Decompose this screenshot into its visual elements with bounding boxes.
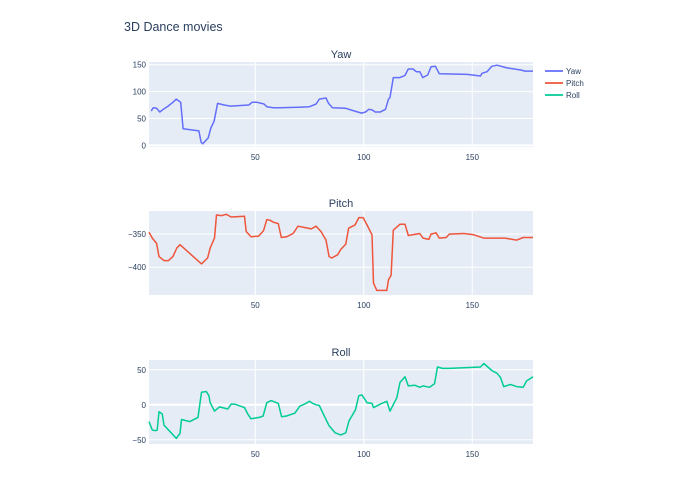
yaw-y-tick-label: 150 — [133, 61, 147, 70]
yaw-y-tick-label: 0 — [142, 141, 147, 150]
yaw-y-tick-label: 100 — [133, 88, 147, 97]
yaw-plot-area — [149, 62, 533, 147]
roll-subplot-title: Roll — [332, 347, 351, 359]
pitch-y-tick-label: −400 — [128, 263, 147, 272]
yaw-subplot-title: Yaw — [331, 49, 352, 61]
roll-y-tick-label: −50 — [132, 436, 146, 445]
roll-y-tick-label: 50 — [137, 366, 146, 375]
roll-x-tick-label: 50 — [251, 450, 260, 459]
pitch-y-tick-label: −350 — [128, 230, 147, 239]
pitch-x-tick-label: 150 — [466, 301, 480, 310]
roll-x-tick-label: 150 — [466, 450, 480, 459]
chart-title: 3D Dance movies — [124, 20, 223, 34]
yaw-x-tick-label: 150 — [466, 153, 480, 162]
pitch-x-tick-label: 100 — [357, 301, 371, 310]
roll-y-tick-label: 0 — [142, 401, 147, 410]
pitch-subplot-title: Pitch — [329, 198, 353, 210]
yaw-y-tick-label: 50 — [137, 114, 146, 123]
legend-yaw-label: Yaw — [566, 67, 581, 76]
yaw-series-line — [150, 64, 533, 145]
legend-pitch-label: Pitch — [566, 79, 584, 88]
pitch-series-line — [148, 213, 533, 292]
roll-x-tick-label: 100 — [357, 450, 371, 459]
yaw-x-tick-label: 100 — [357, 153, 371, 162]
legend-roll-label: Roll — [566, 91, 580, 100]
roll-series-line — [148, 362, 534, 440]
yaw-x-tick-label: 50 — [251, 153, 260, 162]
pitch-plot-area — [149, 211, 533, 295]
roll-plot-area — [149, 360, 533, 444]
pitch-x-tick-label: 50 — [251, 301, 260, 310]
